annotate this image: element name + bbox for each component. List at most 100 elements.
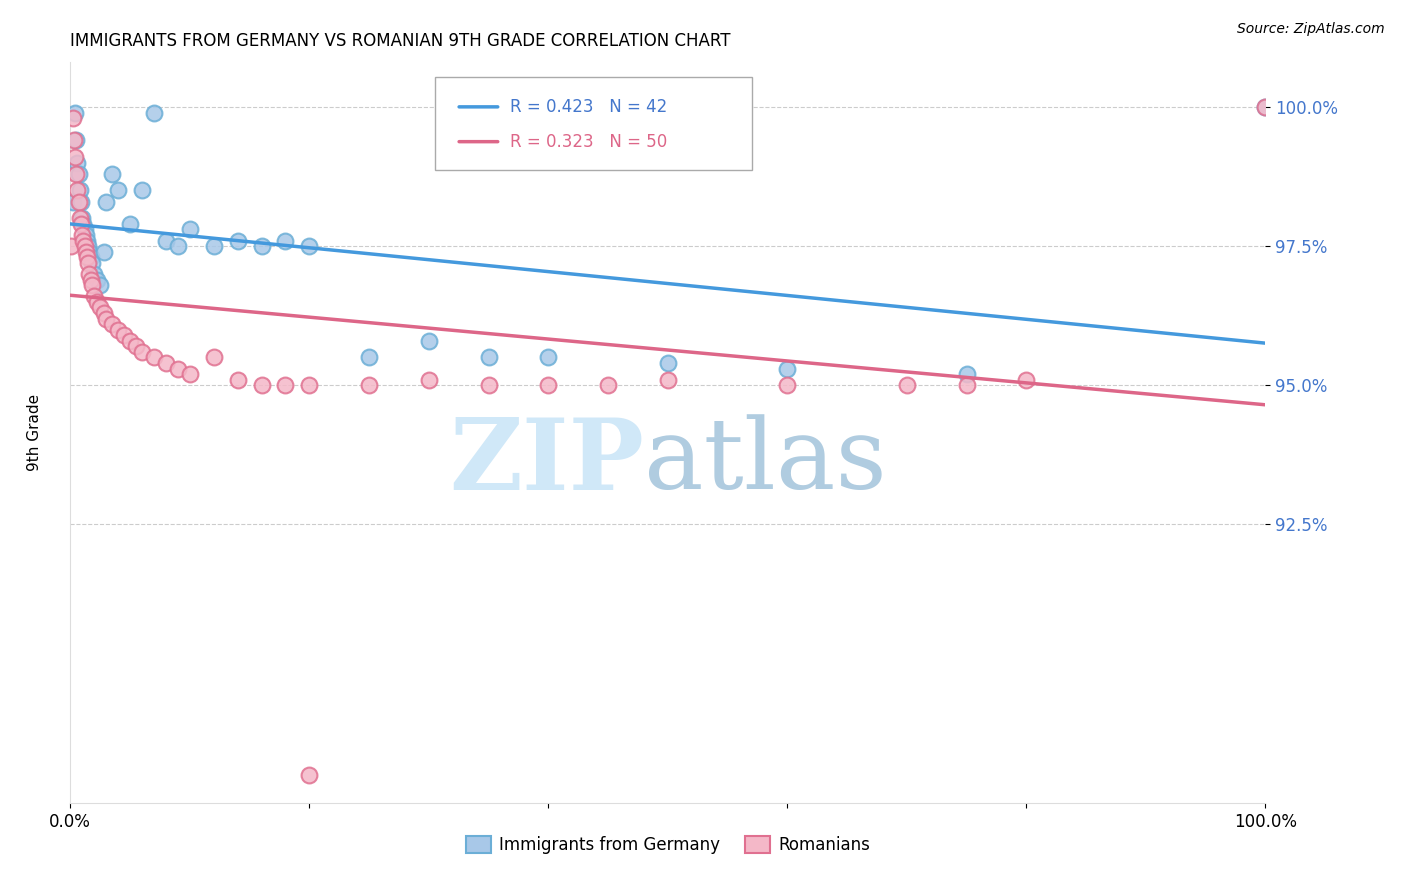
Point <box>79 272 101 286</box>
Point <box>120 334 141 348</box>
Point <box>96 311 117 326</box>
Point <box>79 244 101 259</box>
Text: ZIP: ZIP <box>449 414 644 511</box>
Point <box>73 222 96 236</box>
Point <box>359 351 381 365</box>
Point <box>143 351 166 365</box>
Point <box>72 234 94 248</box>
Point <box>120 217 141 231</box>
Point <box>69 184 91 198</box>
Point <box>76 234 98 248</box>
Point <box>112 328 135 343</box>
Point <box>274 234 297 248</box>
Text: IMMIGRANTS FROM GERMANY VS ROMANIAN 9TH GRADE CORRELATION CHART: IMMIGRANTS FROM GERMANY VS ROMANIAN 9TH … <box>70 32 731 50</box>
Point <box>75 244 97 259</box>
Point <box>70 227 93 242</box>
Point <box>79 267 101 281</box>
Point <box>776 361 799 376</box>
Point <box>79 250 101 264</box>
Point <box>418 334 440 348</box>
Point <box>537 351 560 365</box>
Point <box>1254 100 1277 114</box>
Point <box>70 211 93 226</box>
Text: atlas: atlas <box>644 415 887 510</box>
Point <box>298 378 321 392</box>
Point <box>63 105 86 120</box>
Point <box>166 239 188 253</box>
Point <box>62 194 84 209</box>
Point <box>131 345 153 359</box>
Point <box>72 217 94 231</box>
Point <box>226 234 249 248</box>
Point <box>63 133 86 147</box>
Point <box>86 294 108 309</box>
Point <box>80 256 103 270</box>
Point <box>93 306 115 320</box>
Point <box>250 239 273 253</box>
Point <box>598 378 620 392</box>
Point <box>776 378 799 392</box>
Point <box>657 356 679 370</box>
Point <box>537 378 560 392</box>
Text: R = 0.323   N = 50: R = 0.323 N = 50 <box>510 133 668 151</box>
Point <box>86 272 108 286</box>
Point <box>179 367 201 381</box>
Text: 9th Grade: 9th Grade <box>27 394 42 471</box>
Point <box>956 378 979 392</box>
Point <box>143 105 166 120</box>
Legend: Immigrants from Germany, Romanians: Immigrants from Germany, Romanians <box>458 830 877 861</box>
Text: Source: ZipAtlas.com: Source: ZipAtlas.com <box>1237 22 1385 37</box>
Point <box>62 111 84 125</box>
Point <box>107 323 129 337</box>
Point <box>67 167 90 181</box>
Point <box>83 267 105 281</box>
Point <box>226 373 249 387</box>
Point <box>155 234 177 248</box>
Point <box>83 289 105 303</box>
Point <box>274 378 297 392</box>
Point <box>75 227 97 242</box>
Point <box>63 150 86 164</box>
Point <box>70 217 93 231</box>
Point <box>107 184 129 198</box>
Point <box>66 184 89 198</box>
Point <box>76 250 98 264</box>
Point <box>65 133 87 147</box>
Point <box>359 378 381 392</box>
Point <box>93 244 115 259</box>
Point <box>1254 100 1277 114</box>
Point <box>202 239 225 253</box>
Point <box>101 167 124 181</box>
Point <box>65 167 87 181</box>
Point <box>418 373 440 387</box>
Point <box>66 155 89 169</box>
Point <box>657 373 679 387</box>
Point <box>101 317 124 331</box>
Point <box>77 256 100 270</box>
Point <box>166 361 188 376</box>
Point <box>179 222 201 236</box>
Point <box>89 278 111 293</box>
Point <box>155 356 177 370</box>
Point <box>60 239 83 253</box>
Point <box>69 211 91 226</box>
Point <box>956 367 979 381</box>
Point <box>478 351 501 365</box>
Point <box>67 194 90 209</box>
Point <box>73 239 96 253</box>
Point <box>1015 373 1038 387</box>
Point <box>250 378 273 392</box>
Point <box>478 378 501 392</box>
Point <box>896 378 918 392</box>
Point <box>77 239 100 253</box>
Point <box>131 184 153 198</box>
Point <box>298 239 321 253</box>
Point <box>70 194 93 209</box>
Point <box>125 339 148 353</box>
Point <box>80 278 103 293</box>
Point <box>298 768 321 782</box>
Point <box>89 301 111 315</box>
Text: R = 0.423   N = 42: R = 0.423 N = 42 <box>510 98 668 116</box>
Point <box>96 194 117 209</box>
Point <box>202 351 225 365</box>
